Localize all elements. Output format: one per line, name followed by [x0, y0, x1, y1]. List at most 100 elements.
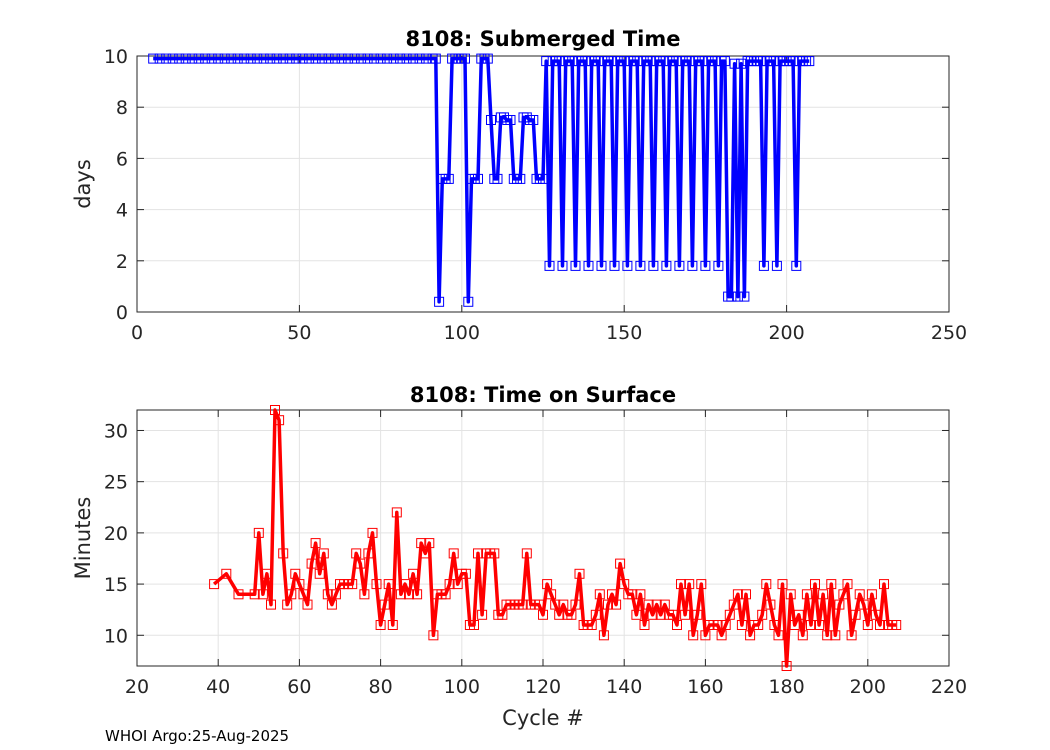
y-tick-label: 25: [104, 472, 128, 494]
data-point: [639, 620, 650, 630]
data-point: [266, 599, 276, 610]
data-point: [533, 599, 544, 610]
data-point: [635, 260, 646, 271]
data-point: [728, 599, 739, 610]
data-point: [758, 260, 769, 271]
data-point: [619, 579, 630, 590]
data-point: [424, 538, 435, 549]
data-point: [375, 620, 386, 630]
data-point: [326, 599, 337, 610]
data-point: [161, 53, 172, 64]
data-point: [460, 568, 471, 579]
data-point: [497, 609, 508, 620]
data-point: [359, 589, 370, 600]
data-point: [862, 620, 873, 630]
data-point: [647, 609, 658, 620]
data-point: [193, 53, 204, 64]
data-point: [609, 260, 620, 271]
data-point: [635, 589, 646, 600]
data-point: [167, 53, 178, 64]
data-point: [745, 630, 756, 641]
data-point: [712, 620, 723, 630]
data-point: [528, 115, 539, 125]
data-point: [713, 260, 724, 271]
y-tick-label: 10: [104, 46, 128, 68]
data-point: [271, 53, 282, 64]
data-point: [284, 53, 295, 64]
data-point: [219, 53, 230, 64]
data-point: [736, 58, 747, 69]
surface-time-panel: 20 40 60 80 100 120 140 160 180 200 220 10 15 20 25 30 8…: [71, 383, 967, 730]
data-point: [793, 609, 804, 620]
data-point: [521, 112, 532, 123]
data-point: [430, 53, 441, 64]
x-axis-label: Cycle #: [502, 706, 584, 730]
data-point: [791, 260, 802, 271]
data-point: [818, 589, 829, 600]
data-point: [187, 53, 198, 64]
data-point: [297, 53, 308, 64]
data-point: [789, 620, 800, 630]
data-point: [375, 53, 386, 64]
data-point: [773, 630, 784, 641]
data-point: [388, 53, 399, 64]
x-tick-label: 250: [931, 322, 967, 344]
data-point: [482, 53, 493, 64]
data-point: [486, 115, 496, 125]
data-point: [643, 599, 654, 610]
data-point: [850, 609, 861, 620]
x-tick-label: 180: [768, 676, 804, 698]
data-point: [726, 291, 737, 302]
data-point: [676, 579, 686, 590]
data-point: [206, 53, 217, 64]
data-point: [363, 548, 374, 559]
data-point: [404, 589, 414, 600]
data-point: [598, 630, 609, 641]
data-point: [387, 620, 398, 630]
data-point: [814, 620, 825, 630]
data-point: [700, 260, 711, 271]
data-point: [286, 589, 297, 600]
data-point: [661, 260, 672, 271]
data-point: [615, 558, 626, 569]
data-point: [369, 53, 380, 64]
data-point: [400, 579, 410, 590]
data-point: [200, 53, 211, 64]
y-axis-label: days: [71, 159, 95, 209]
data-point: [473, 173, 483, 184]
data-point: [306, 558, 317, 569]
data-point: [696, 579, 707, 590]
data-point: [627, 589, 638, 600]
data-point: [806, 620, 816, 630]
data-point: [891, 620, 902, 630]
data-point: [692, 609, 703, 620]
data-point: [544, 260, 555, 271]
data-point: [395, 53, 406, 64]
data-point: [596, 260, 607, 271]
series-line: [153, 56, 810, 304]
data-point: [444, 579, 455, 590]
data-point: [492, 173, 503, 184]
data-point: [768, 56, 779, 67]
x-tick-label: 200: [850, 676, 886, 698]
submerged-time-panel: 0 50 100 150 200 250 0 2 4 6 8 10 8108: Submerged Ti…: [71, 27, 967, 344]
data-point: [757, 609, 768, 620]
data-point: [408, 568, 419, 579]
data-point: [736, 620, 747, 630]
data-point: [557, 260, 568, 271]
data-point: [672, 620, 682, 630]
data-point: [854, 589, 865, 600]
plot-area: [137, 56, 949, 312]
x-tick-label: 60: [287, 676, 311, 698]
data-point: [317, 53, 328, 64]
data-point: [347, 579, 358, 590]
data-point: [434, 296, 445, 307]
data-point: [671, 56, 682, 67]
data-point: [866, 589, 877, 600]
data-point: [270, 405, 280, 415]
data-point: [674, 260, 685, 271]
data-point: [371, 579, 382, 590]
data-point: [412, 589, 423, 600]
